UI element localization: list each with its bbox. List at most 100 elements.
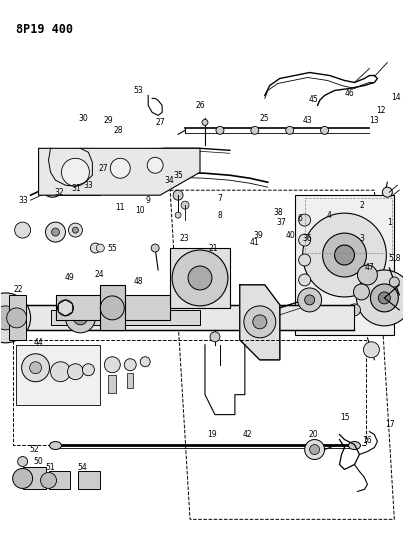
Circle shape [299,274,311,286]
Circle shape [202,119,208,125]
Circle shape [13,469,33,488]
Circle shape [382,187,392,197]
Text: 25: 25 [260,114,269,123]
Text: 5: 5 [388,254,393,263]
Circle shape [358,265,377,285]
Polygon shape [38,148,200,195]
Polygon shape [78,472,100,489]
Circle shape [210,332,220,342]
Text: 15: 15 [341,413,350,422]
Circle shape [299,254,311,266]
Bar [295,195,394,335]
Text: 30: 30 [78,114,88,123]
Circle shape [52,228,59,236]
Polygon shape [50,310,200,325]
Circle shape [172,250,228,306]
Bar [16,345,100,405]
Circle shape [370,284,398,312]
Circle shape [356,270,404,326]
Circle shape [67,364,83,379]
Bar [305,198,392,253]
Text: 23: 23 [179,233,189,243]
Text: 16: 16 [363,436,372,445]
Circle shape [299,214,311,226]
Circle shape [105,179,112,185]
Circle shape [61,158,89,186]
Circle shape [151,244,159,252]
Circle shape [389,277,399,287]
Circle shape [173,190,183,200]
Text: 2: 2 [359,200,364,209]
Circle shape [305,295,315,305]
Circle shape [321,126,328,134]
Text: 53: 53 [133,86,143,95]
Circle shape [298,288,322,312]
Circle shape [48,180,57,190]
Text: 45: 45 [309,95,318,104]
Circle shape [18,456,27,466]
Circle shape [124,359,136,371]
Circle shape [251,126,259,134]
Circle shape [90,243,100,253]
Text: 37: 37 [277,217,286,227]
Text: 27: 27 [155,118,165,127]
Text: 36: 36 [303,233,313,243]
Text: 51: 51 [46,463,55,472]
Bar [13,340,366,445]
Bar [108,375,116,393]
Circle shape [0,293,31,343]
Text: 14: 14 [391,93,401,102]
Text: 12: 12 [377,106,386,115]
Circle shape [74,311,87,325]
Circle shape [110,158,130,178]
Ellipse shape [349,441,360,449]
Circle shape [68,223,82,237]
Polygon shape [240,285,280,360]
Circle shape [364,342,379,358]
Circle shape [147,157,163,173]
Text: 34: 34 [164,176,174,185]
Polygon shape [100,285,125,330]
Bar [127,373,133,387]
Circle shape [104,357,120,373]
Text: 8P19 400: 8P19 400 [16,22,73,36]
Circle shape [40,472,57,488]
Circle shape [46,222,65,242]
Circle shape [140,357,150,367]
Circle shape [0,306,18,330]
Polygon shape [6,305,354,330]
Circle shape [305,440,324,459]
Circle shape [335,245,354,265]
Circle shape [244,306,276,338]
Text: 22: 22 [14,286,23,294]
Polygon shape [48,472,70,489]
Circle shape [188,266,212,290]
Text: 29: 29 [103,116,113,125]
Text: 13: 13 [370,116,379,125]
Circle shape [72,227,78,233]
Circle shape [15,222,31,238]
Circle shape [175,212,181,218]
Text: 46: 46 [345,89,354,98]
Text: 3: 3 [359,233,364,243]
Text: 33: 33 [19,196,29,205]
Circle shape [354,284,369,300]
Text: 21: 21 [208,244,218,253]
Circle shape [65,303,95,333]
Circle shape [299,234,311,246]
Text: 54: 54 [78,463,87,472]
Circle shape [50,362,70,382]
Text: 8: 8 [218,211,222,220]
Polygon shape [55,295,170,320]
Circle shape [286,126,294,134]
Circle shape [322,233,366,277]
Text: 38: 38 [273,208,282,216]
Circle shape [22,354,50,382]
Text: 9: 9 [146,196,151,205]
Text: 44: 44 [34,338,44,348]
Text: 18: 18 [391,254,401,263]
Circle shape [40,173,65,197]
Text: 41: 41 [250,238,260,247]
Circle shape [7,308,27,328]
Text: 19: 19 [207,430,217,439]
